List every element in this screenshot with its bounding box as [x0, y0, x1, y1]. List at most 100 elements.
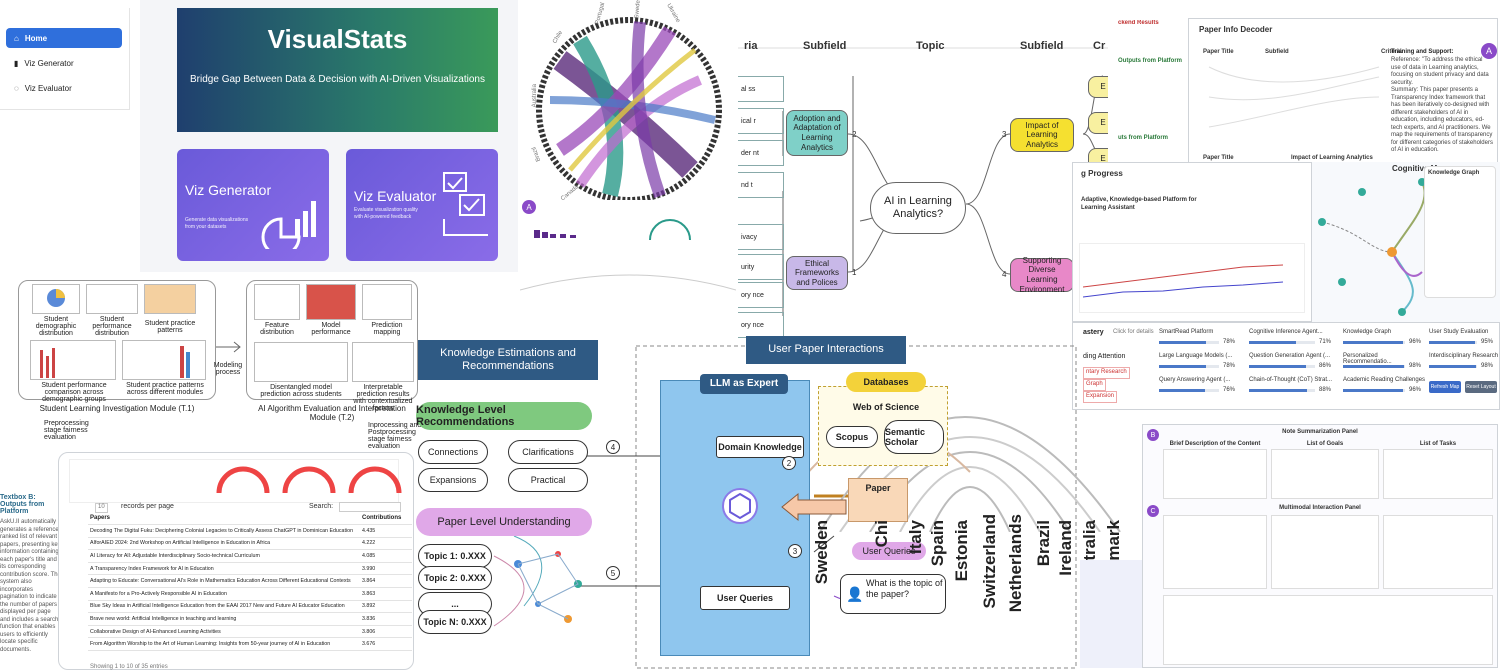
table-row[interactable]: AI Literacy for All: Adjustable Interdis… — [88, 549, 412, 563]
system-item: Large Language Models (... — [1159, 353, 1233, 359]
table-row[interactable]: Adapting to Educate: Conversational AI's… — [88, 574, 412, 589]
pill-clarifications[interactable]: Clarifications — [508, 440, 588, 464]
llm-expert-label: LLM as Expert — [700, 374, 788, 394]
subfield-ethical[interactable]: Ethical Frameworks and Polices — [786, 256, 848, 290]
column-header: ria — [744, 40, 758, 52]
attention-chip[interactable]: Graph — [1083, 379, 1106, 391]
t1-item: Student practice patterns — [144, 320, 196, 334]
table-row[interactable]: Decoding The Digital Fuku: Deciphering C… — [88, 524, 412, 538]
table-row[interactable]: Collaborative Design of AI-Enhanced Lear… — [88, 625, 412, 639]
table-row[interactable]: A Transparency Index Framework for AI in… — [88, 562, 412, 576]
mindmap-leaf: ory nce — [738, 282, 784, 308]
mastery-click[interactable]: Click for details — [1113, 329, 1154, 335]
t1-item: Student performance comparison across de… — [41, 382, 107, 403]
side-list-panel — [1080, 560, 1142, 668]
paper-level-header: Paper Level Understanding — [416, 508, 592, 536]
country-label: Ireland — [1056, 520, 1075, 576]
progress-chart — [1079, 243, 1305, 313]
decoder-badge: A — [1481, 43, 1497, 59]
note-title: ckend Results — [1118, 20, 1159, 26]
attention-chip[interactable]: ntary Research — [1083, 367, 1130, 379]
stats-bar-panel — [520, 200, 736, 340]
table-row[interactable]: AIforAIED 2024: 2nd Workshop on Artifici… — [88, 537, 412, 551]
user-icon: 👤 — [846, 586, 864, 602]
decoder-links — [1208, 66, 1380, 128]
progress-bar-fill — [1429, 341, 1475, 344]
country-label: Switzerland — [980, 514, 999, 609]
paper-arrow — [781, 492, 847, 522]
db-semantic-scholar: Semantic Scholar — [884, 420, 944, 454]
refresh-map-button[interactable]: Refresh Map — [1429, 381, 1461, 393]
knowledge-level-header: Knowledge Level Recommendations — [416, 402, 592, 430]
note-outputs: Outputs from Platform — [1118, 57, 1182, 64]
pill-practical[interactable]: Practical — [508, 468, 588, 492]
system-value: 96% — [1409, 387, 1422, 393]
paper-box — [848, 478, 908, 522]
pie-thumb — [47, 289, 65, 307]
subfield-impact[interactable]: Impact of Learning Analytics — [1010, 118, 1074, 152]
attention-chip[interactable]: Expansion — [1083, 391, 1118, 403]
note-col-header: List of Tasks — [1419, 441, 1457, 447]
topic-1[interactable]: Topic 1: 0.XXX — [418, 544, 492, 568]
module-t2-title: AI Algorithm Evaluation and Interpretati… — [258, 404, 406, 422]
sidebar: ⌂ Home ▮ Viz Generator ◌ Viz Evaluator — [0, 8, 130, 110]
chord-diagram-panel: Chile Portugal Sweden Ukraine Australia … — [520, 0, 738, 232]
topic-2[interactable]: Topic 2: 0.XXX — [418, 566, 492, 590]
table-row[interactable]: Blue Sky Ideas in Artificial Intelligenc… — [88, 600, 412, 614]
system-value: 88% — [1319, 387, 1332, 393]
question-bubble — [840, 574, 946, 614]
progress-bar-fill — [1429, 365, 1477, 368]
step-5: 5 — [606, 566, 620, 580]
sidebar-item-viz-evaluator[interactable]: ◌ Viz Evaluator — [6, 78, 122, 98]
pill-expansions[interactable]: Expansions — [418, 468, 488, 492]
column-header: Subfield — [803, 40, 847, 52]
progress-bar — [1159, 365, 1219, 368]
reset-layout-button[interactable]: Reset Layout — [1465, 381, 1497, 393]
viz-generator-card[interactable]: Viz Generator Generate data visualizatio… — [177, 149, 329, 261]
bar-chart-icon — [261, 201, 316, 249]
table-row[interactable]: From Algorithm Worship to the Art of Hum… — [88, 637, 412, 652]
central-topic[interactable]: AI in Learning Analytics? — [870, 182, 966, 234]
subfield-adoption[interactable]: Adoption and Adaptation of Learning Anal… — [786, 110, 848, 156]
table-row[interactable]: A Manifesto for a Pro-Actively Responsib… — [88, 587, 412, 601]
multi-panel-title: Multimodal Interaction Panel — [1279, 505, 1361, 511]
decoder-summary: Summary: This paper presents a Transpare… — [1391, 87, 1493, 153]
paper-label: Paper — [865, 483, 891, 493]
cog-map-title: Cognitive Map — [1392, 164, 1447, 173]
subfield-supporting[interactable]: Supporting Diverse Learning Environment — [1010, 256, 1074, 294]
col-header: Contributions — [360, 512, 412, 526]
preprocessing-note: Preprocessing stage fairness evaluation — [44, 420, 89, 441]
kg-title: Knowledge Graph — [1428, 170, 1480, 176]
search-input[interactable] — [339, 502, 401, 512]
sidebar-item-home[interactable]: ⌂ Home — [6, 28, 122, 48]
multi-col — [1163, 515, 1267, 589]
t2-item: Prediction mapping — [371, 322, 403, 336]
cognitive-map-panel: Cognitive Map Knowledge Graph — [1312, 162, 1500, 322]
table-row[interactable]: Brave new world: Artificial Intelligence… — [88, 612, 412, 626]
mastery-label: astery — [1083, 329, 1104, 336]
system-item: Question Generation Agent (... — [1249, 353, 1331, 359]
system-value: 96% — [1409, 339, 1422, 345]
mindmap-leaf: ical r — [738, 108, 784, 134]
progress-bar-fill — [1343, 341, 1403, 344]
sidebar-item-viz-generator[interactable]: ▮ Viz Generator — [6, 53, 122, 73]
decoder-header: Criteria — [1381, 49, 1403, 55]
mindmap-leaf: nd t — [738, 172, 784, 198]
workflow-bars — [40, 346, 190, 378]
t2-item: Interpretable prediction results with co… — [353, 384, 413, 412]
mindmap-leaf: urity — [738, 254, 784, 280]
country-label: Chi — [872, 520, 891, 548]
viz-evaluator-card[interactable]: Viz Evaluator Evaluate visualization qua… — [346, 149, 498, 261]
databases-label: Databases — [846, 372, 926, 392]
stats-bars — [520, 219, 736, 291]
mindmap-leaf: al ss — [738, 76, 784, 102]
topic-n[interactable]: Topic N: 0.XXX — [418, 610, 492, 634]
learning-progress-panel: g Progress Adaptive, Knowledge-based Pla… — [1072, 162, 1312, 322]
progress-bar — [1159, 389, 1219, 392]
domain-knowledge-box: Domain Knowledge — [716, 436, 804, 458]
pill-connections[interactable]: Connections — [418, 440, 488, 464]
system-item: Cognitive Inference Agent... — [1249, 329, 1323, 335]
sidebar-item-label: Viz Evaluator — [24, 83, 72, 93]
chord-label: Australia — [531, 84, 538, 108]
records-label: records per page — [121, 503, 174, 510]
